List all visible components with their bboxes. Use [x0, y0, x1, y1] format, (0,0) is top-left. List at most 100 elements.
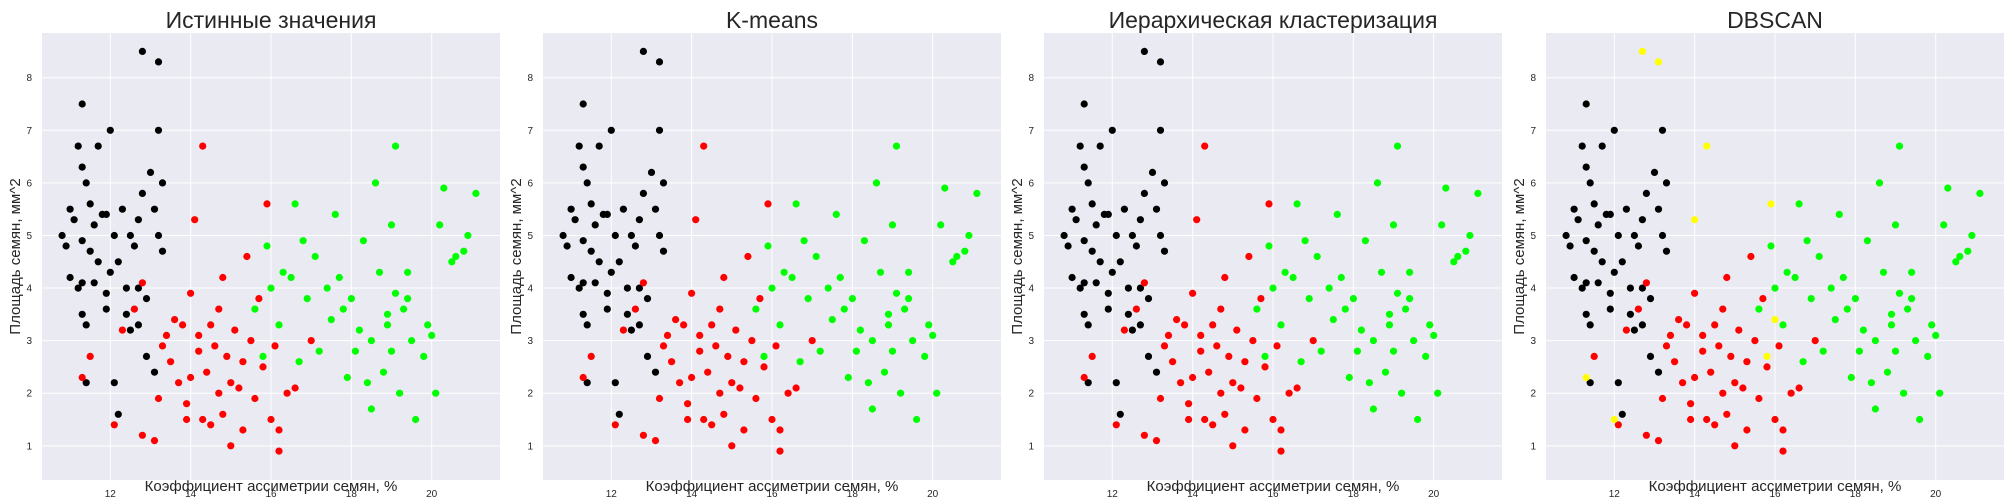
scatter-point: [1699, 331, 1707, 339]
scatter-point: [655, 394, 664, 403]
y-axis-label: Площадь семян, мм^2: [1009, 178, 1026, 334]
scatter-point: [1851, 295, 1859, 303]
x-tick-label: 12: [1609, 489, 1621, 500]
scatter-point: [1976, 189, 1984, 197]
x-tick-label: 14: [185, 489, 197, 500]
scatter-point: [1771, 415, 1779, 424]
scatter-point: [892, 289, 901, 297]
scatter-point: [627, 326, 636, 334]
scatter-point: [1795, 384, 1803, 392]
scatter-point: [1205, 368, 1213, 376]
scatter-point: [567, 205, 575, 213]
scatter-point: [114, 258, 122, 266]
scatter-point: [1269, 284, 1277, 292]
scatter-point: [639, 189, 648, 197]
y-axis-label: Площадь семян, мм^2: [7, 178, 24, 334]
scatter-point: [339, 305, 347, 313]
scatter-point: [367, 405, 375, 413]
scatter-point: [643, 352, 652, 360]
scatter-point: [1570, 273, 1578, 282]
scatter-point: [796, 358, 804, 366]
scatter-point: [1422, 352, 1430, 360]
scatter-point: [420, 352, 428, 360]
scatter-point: [102, 210, 110, 218]
y-tick-label: 7: [1028, 126, 1034, 137]
scatter-point: [1253, 394, 1261, 403]
scatter-point: [788, 273, 796, 282]
scatter-point: [158, 179, 167, 187]
scatter-point: [1454, 252, 1462, 261]
scatter-point: [880, 368, 889, 376]
y-tick-label: 8: [1028, 73, 1034, 84]
scatter-point: [1116, 410, 1124, 418]
scatter-point: [752, 394, 760, 403]
scatter-point: [82, 379, 90, 387]
scatter-point: [1932, 331, 1940, 339]
scatter-point: [696, 331, 704, 339]
scatter-point: [90, 279, 98, 287]
y-tick-label: 3: [1530, 336, 1536, 347]
scatter-point: [1650, 168, 1659, 176]
scatter-point: [1337, 273, 1345, 282]
x-tick-label: 20: [927, 489, 939, 500]
scatter-point: [78, 310, 86, 318]
scatter-point: [175, 379, 183, 387]
scatter-point: [404, 295, 412, 303]
scatter-point: [1160, 342, 1169, 350]
scatter-point: [1630, 326, 1638, 334]
scatter-point: [299, 237, 307, 245]
scatter-point: [1289, 273, 1297, 282]
scatter-point: [1626, 310, 1634, 318]
scatter-point: [659, 342, 668, 350]
scatter-point: [1767, 242, 1775, 250]
scatter-point: [82, 179, 90, 187]
scatter-point: [1369, 337, 1377, 345]
scatter-point: [1723, 273, 1731, 282]
scatter-point: [579, 310, 587, 318]
scatter-point: [1197, 331, 1205, 339]
scatter-point: [126, 231, 134, 240]
scatter-point: [1622, 205, 1630, 213]
scatter-point: [1353, 347, 1361, 355]
scatter-point: [203, 368, 211, 376]
scatter-point: [1132, 305, 1140, 313]
scatter-point: [868, 405, 877, 413]
scatter-point: [396, 389, 404, 397]
scatter-point: [1795, 200, 1803, 208]
scatter-point: [1144, 295, 1153, 303]
scatter-point: [359, 237, 367, 245]
scatter-point: [1088, 247, 1096, 255]
y-tick-label: 7: [527, 126, 533, 137]
y-tick-label: 8: [527, 73, 533, 84]
y-tick-label: 1: [1028, 441, 1034, 452]
scatter-point: [953, 252, 961, 261]
x-tick-label: 18: [1348, 489, 1360, 500]
chart-title: Иерархическая кластеризация: [1109, 7, 1438, 33]
scatter-point: [1940, 221, 1948, 229]
scatter-point: [1751, 337, 1759, 345]
y-tick-label: 2: [26, 389, 32, 400]
scatter-point: [864, 379, 873, 387]
scatter-point: [424, 321, 432, 329]
scatter-point: [231, 326, 239, 334]
scatter-point: [965, 231, 973, 240]
scatter-point: [1128, 326, 1136, 334]
scatter-point: [1088, 200, 1096, 208]
scatter-point: [1771, 316, 1779, 324]
scatter-point: [235, 384, 243, 392]
scatter-point: [460, 247, 468, 255]
scatter-point: [1120, 205, 1128, 213]
y-tick-label: 6: [527, 178, 533, 189]
scatter-point: [78, 237, 86, 245]
scatter-point: [571, 216, 579, 224]
scatter-point: [311, 252, 319, 261]
scatter-point: [776, 426, 784, 434]
scatter-point: [884, 310, 893, 318]
scatter-point: [933, 389, 941, 397]
scatter-point: [1638, 47, 1646, 56]
scatter-point: [1763, 363, 1771, 371]
scatter-point: [1895, 142, 1904, 150]
